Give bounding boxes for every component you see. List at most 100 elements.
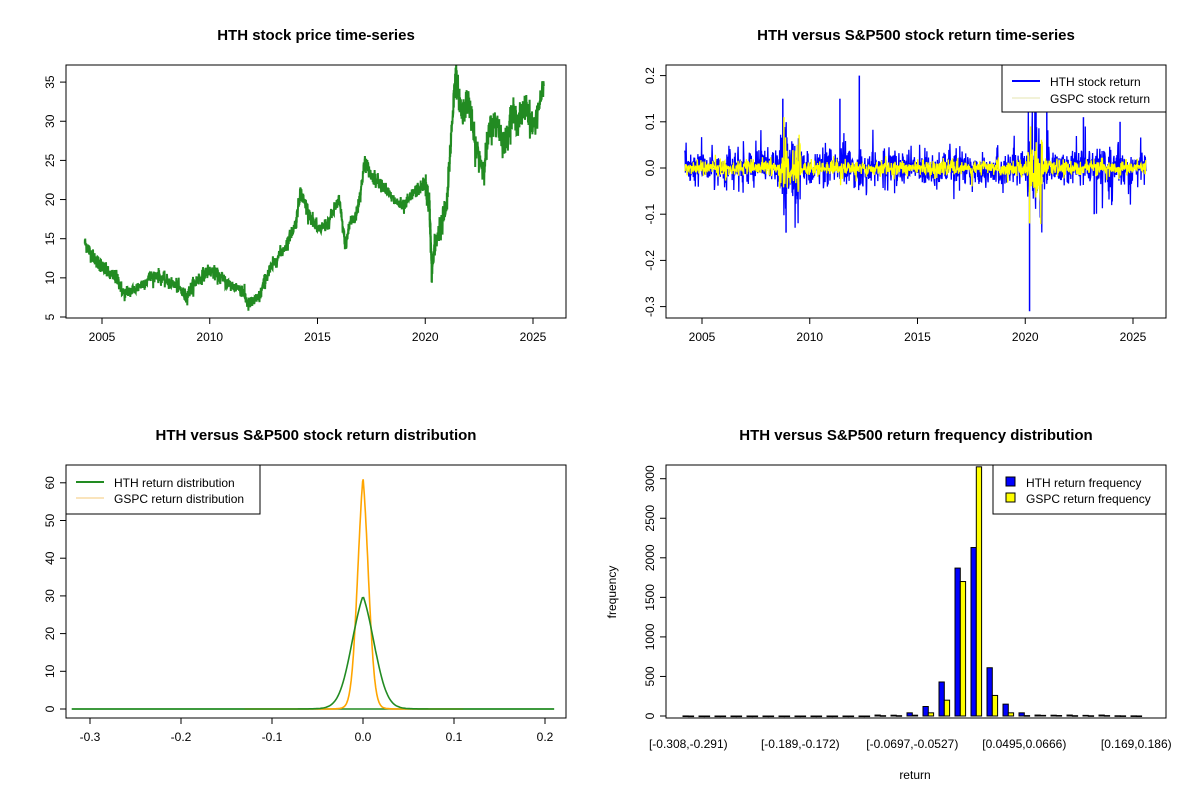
gspc-frequency-bar	[879, 715, 887, 717]
hth-frequency-bar	[1018, 712, 1025, 717]
y-tick-label: 60	[43, 476, 57, 490]
hth-frequency-bar	[842, 715, 849, 718]
y-tick-label: 2000	[643, 544, 657, 571]
y-tick-label: 40	[43, 551, 57, 565]
hth-frequency-bar	[970, 547, 977, 717]
y-tick-label: -0.3	[643, 296, 657, 317]
legend-label: GSPC return frequency	[1026, 492, 1151, 506]
legend-swatch-hth	[1005, 476, 1016, 487]
y-tick-label: 0.2	[643, 67, 657, 84]
gspc-frequency-bar	[991, 694, 999, 717]
x-tick-label: 2015	[904, 330, 931, 344]
hth-frequency-bar	[810, 715, 817, 718]
gspc-frequency-bar	[1007, 712, 1015, 717]
gspc-frequency-bar	[831, 715, 839, 718]
legend-label: HTH stock return	[1050, 75, 1141, 89]
hth-frequency-bar	[954, 567, 961, 717]
gspc-frequency-bar	[703, 715, 711, 718]
y-tick-label: 0.1	[643, 113, 657, 130]
y-tick-label: 20	[43, 627, 57, 641]
y-tick-label: 2500	[643, 505, 657, 532]
x-tick-label: 2020	[412, 330, 439, 344]
y-tick-label: 0.0	[643, 159, 657, 176]
gspc-frequency-bar	[1087, 715, 1095, 717]
y-tick-label: 35	[43, 75, 57, 89]
y-tick-label: 5	[43, 313, 57, 320]
x-tick-label: 0.2	[537, 730, 554, 744]
hth-density-line	[71, 596, 555, 710]
x-tick-label: [0.169,0.186)	[1101, 737, 1172, 751]
gspc-frequency-bar	[1023, 715, 1031, 717]
gspc-frequency-bar	[863, 715, 871, 718]
y-tick-label: 30	[43, 589, 57, 603]
x-tick-label: 0.0	[355, 730, 372, 744]
gspc-frequency-bar	[959, 581, 967, 717]
plot-frame	[65, 464, 567, 719]
plot-frame	[65, 64, 567, 319]
hth-return-line	[684, 99, 1147, 233]
legend-box	[1001, 64, 1167, 113]
plot-frame	[665, 464, 1167, 719]
y-tick-label: 500	[643, 666, 657, 686]
y-tick-label: 3000	[643, 465, 657, 492]
chart-title: HTH versus S&P500 stock return distribut…	[156, 427, 477, 444]
hth-frequency-bar	[746, 715, 753, 718]
hth-frequency-bar	[682, 715, 689, 718]
x-tick-label: 2010	[796, 330, 823, 344]
gspc-frequency-bar	[975, 466, 983, 717]
y-tick-label: 10	[43, 664, 57, 678]
gspc-frequency-bar	[1103, 715, 1111, 717]
hth-frequency-bar	[986, 667, 993, 717]
y-tick-label: -0.1	[643, 204, 657, 225]
x-tick-label: 2025	[520, 330, 547, 344]
hth-frequency-bar	[794, 715, 801, 718]
hth-frequency-bar	[762, 715, 769, 718]
gspc-frequency-bar	[783, 715, 791, 718]
hth-frequency-bar	[906, 712, 913, 717]
y-axis-label: frequency	[605, 566, 619, 619]
gspc-return-line	[684, 134, 1147, 225]
y-tick-label: 30	[43, 114, 57, 128]
gspc-frequency-bar	[735, 715, 743, 718]
gspc-frequency-bar	[911, 714, 919, 717]
gspc-frequency-bar	[815, 715, 823, 718]
hth-frequency-bar	[890, 714, 897, 717]
legend-swatch-gspc	[1005, 492, 1016, 503]
hth-frequency-bar	[714, 715, 721, 718]
y-tick-label: 15	[43, 232, 57, 246]
gspc-frequency-bar	[943, 699, 951, 717]
y-tick-label: 50	[43, 514, 57, 528]
hth-frequency-bar	[1066, 714, 1073, 717]
gspc-frequency-bar	[799, 715, 807, 718]
gspc-frequency-bar	[687, 715, 695, 718]
x-tick-label: 2025	[1120, 330, 1147, 344]
hth-frequency-bar	[1002, 703, 1009, 717]
hth-frequency-bar	[778, 715, 785, 718]
legend-label: GSPC return distribution	[114, 492, 244, 506]
x-tick-label: 2005	[89, 330, 116, 344]
gspc-frequency-bar	[767, 715, 775, 718]
plot-frame	[665, 64, 1167, 319]
hth-frequency-bar	[1130, 715, 1137, 717]
hth-frequency-bar	[698, 715, 705, 718]
y-tick-label: 0	[43, 705, 57, 712]
gspc-density-line	[244, 479, 464, 710]
x-tick-label: [-0.189,-0.172)	[761, 737, 840, 751]
hth-frequency-bar	[922, 706, 929, 717]
hth-frequency-bar	[858, 715, 865, 718]
hth-frequency-bar	[826, 715, 833, 718]
x-tick-label: 2020	[1012, 330, 1039, 344]
hth-frequency-bar	[874, 714, 881, 717]
hth-frequency-bar	[730, 715, 737, 718]
x-tick-label: [-0.0697,-0.0527)	[866, 737, 958, 751]
x-tick-label: 2010	[196, 330, 223, 344]
chart-title: HTH versus S&P500 stock return time-seri…	[757, 27, 1075, 44]
chart-title: HTH stock price time-series	[217, 27, 415, 44]
x-tick-label: -0.1	[262, 730, 283, 744]
legend-label: HTH return distribution	[114, 476, 235, 490]
gspc-frequency-bar	[1055, 715, 1063, 717]
hth-frequency-bar	[938, 681, 945, 717]
gspc-frequency-bar	[895, 715, 903, 717]
gspc-frequency-bar	[927, 712, 935, 717]
